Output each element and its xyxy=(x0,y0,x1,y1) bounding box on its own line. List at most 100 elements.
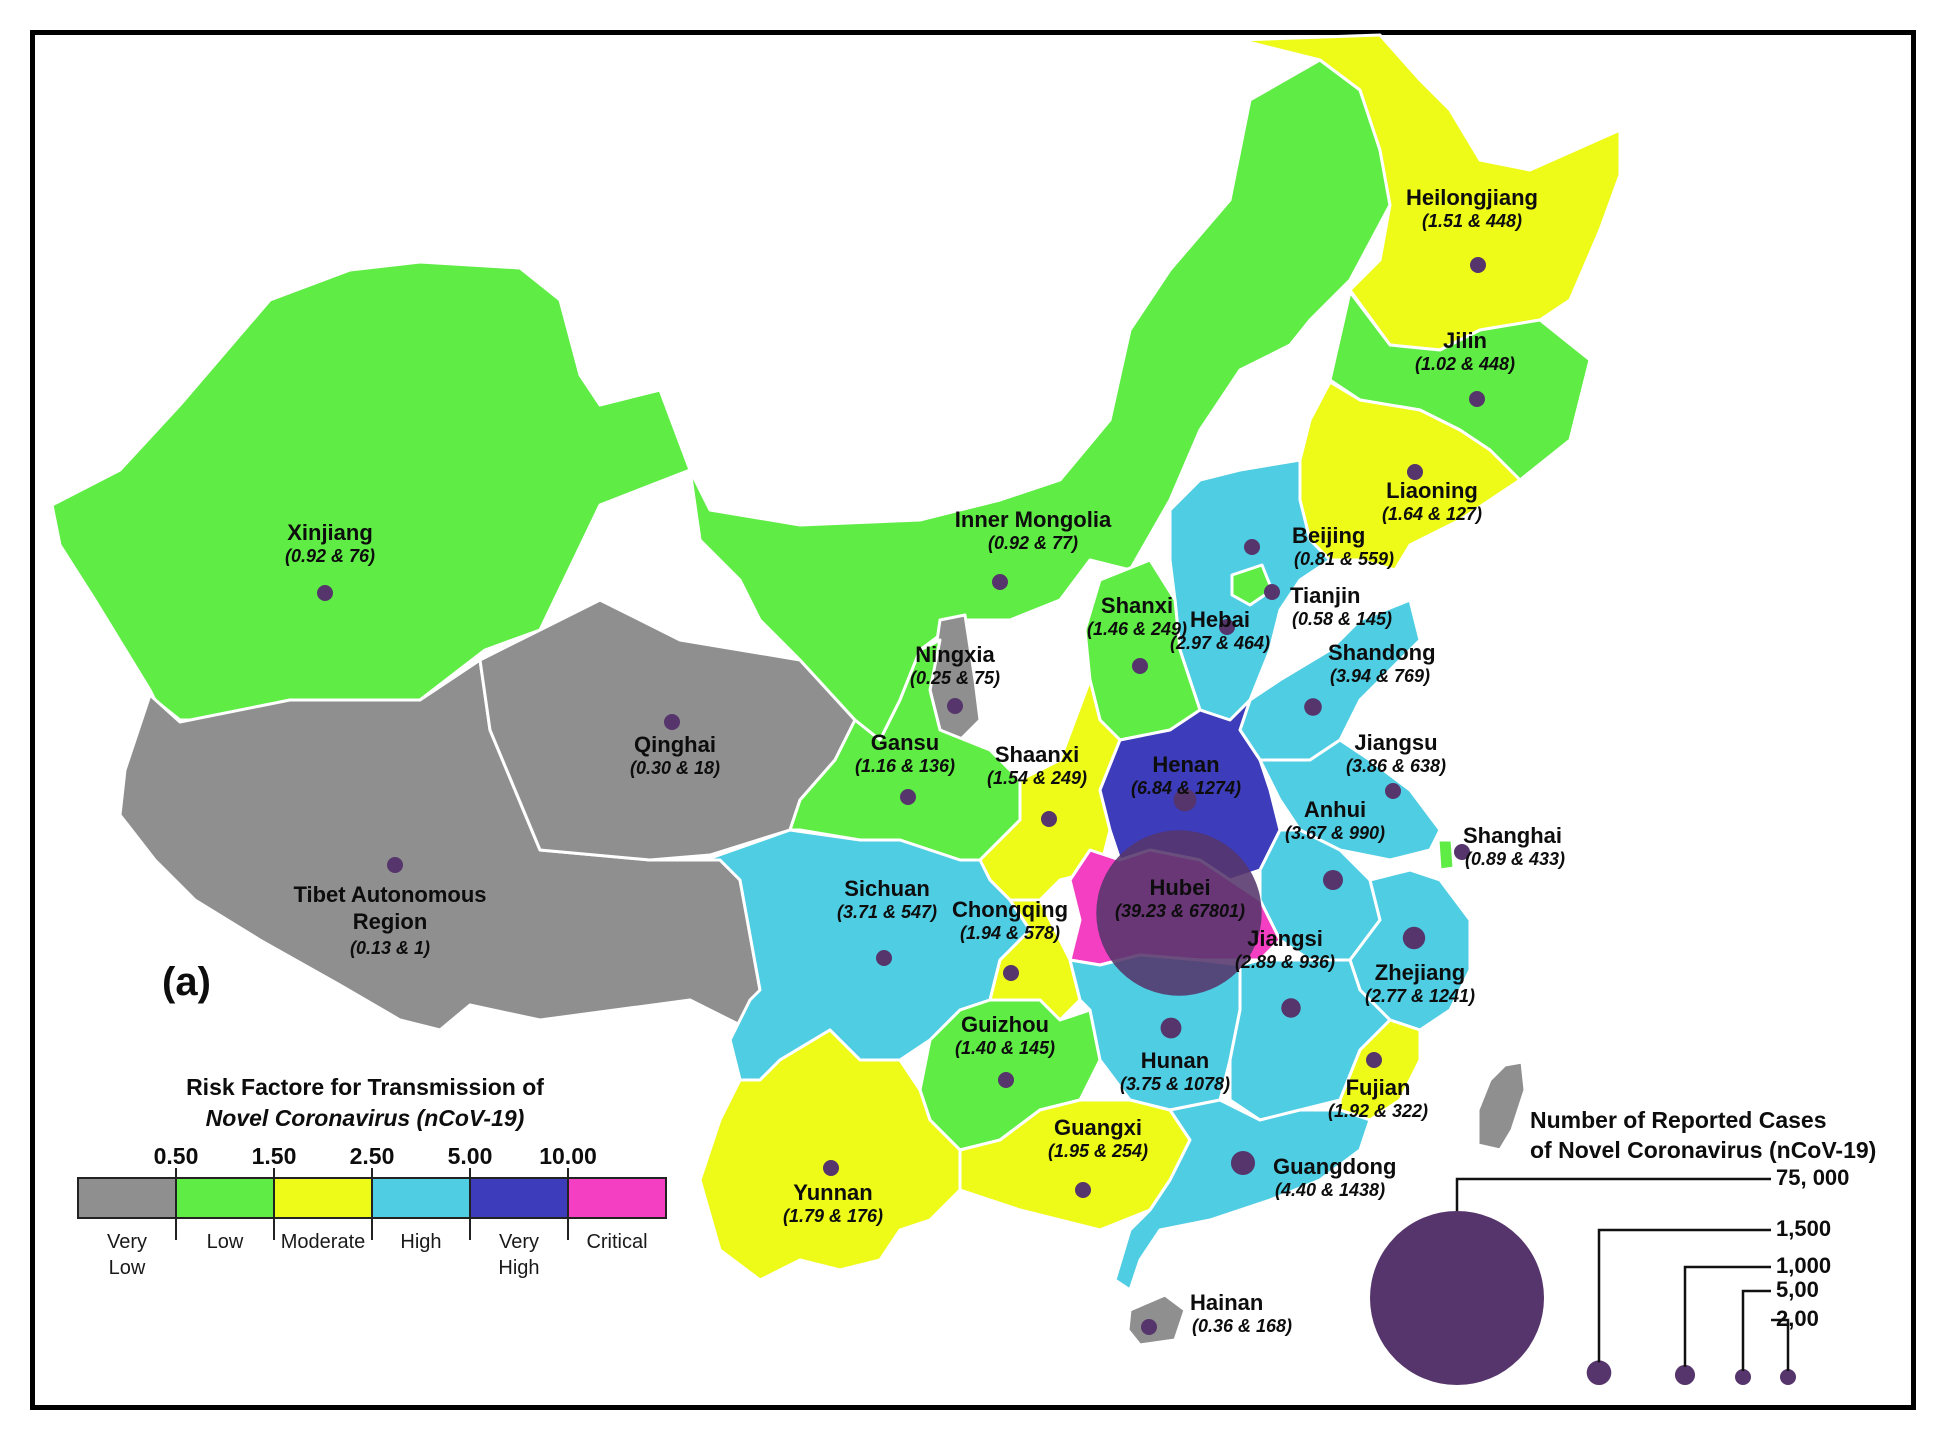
values-jiangsi: (2.89 & 936) xyxy=(1235,952,1335,972)
bubble-zhejiang xyxy=(1402,926,1426,950)
label-liaoning: Liaoning xyxy=(1386,478,1478,503)
values-heilongjiang: (1.51 & 448) xyxy=(1422,211,1522,231)
bubble-shandong xyxy=(1304,698,1322,716)
bubble-anhui xyxy=(1323,870,1343,890)
bubble-hebai xyxy=(1219,619,1235,635)
region-taiwan xyxy=(1476,1060,1527,1152)
bubble-sichuan xyxy=(876,950,892,966)
values-shaanxi: (1.54 & 249) xyxy=(987,768,1087,788)
values-tibet-autonomous: (0.13 & 1) xyxy=(350,938,430,958)
label-ningxia: Ningxia xyxy=(915,642,995,667)
values-yunnan: (1.79 & 176) xyxy=(783,1206,883,1226)
label-shaanxi: Shaanxi xyxy=(995,742,1079,767)
values-shandong: (3.94 & 769) xyxy=(1330,666,1430,686)
bubble-shanxi xyxy=(1132,658,1148,674)
risk-swatch-critical xyxy=(567,1177,667,1219)
size-legend-leader-3 xyxy=(1741,1289,1771,1371)
label-tianjin: Tianjin xyxy=(1290,583,1361,608)
label-guangdong: Guangdong xyxy=(1273,1154,1396,1179)
province-regions xyxy=(50,33,1622,1347)
risk-factor-legend: Risk Factore for Transmission of Novel C… xyxy=(77,1074,667,1279)
risk-category-critical: Critical xyxy=(586,1231,647,1253)
label-tibet-autonomous: Tibet Autonomous xyxy=(293,882,486,907)
bubble-ningxia xyxy=(947,698,963,714)
label-shanghai: Shanghai xyxy=(1463,823,1562,848)
risk-tick-4: 10.00 xyxy=(539,1143,597,1169)
values-hebai: (2.97 & 464) xyxy=(1170,633,1270,653)
values-guangdong: (4.40 & 1438) xyxy=(1275,1180,1385,1200)
risk-tick-3: 5.00 xyxy=(448,1143,493,1169)
values-chongqing: (1.94 & 578) xyxy=(960,923,1060,943)
label-yunnan: Yunnan xyxy=(793,1180,872,1205)
region-guangdong xyxy=(1113,1098,1372,1292)
label-zhejiang: Zhejiang xyxy=(1375,960,1465,985)
risk-swatch-high xyxy=(371,1177,471,1219)
region-yunnan xyxy=(698,1028,962,1282)
bubble-tibet-autonomous xyxy=(387,857,403,873)
bubble-jilin xyxy=(1469,391,1485,407)
bubble-shaanxi xyxy=(1041,811,1057,827)
values-inner-mongolia: (0.92 & 77) xyxy=(988,533,1078,553)
bubble-gansu xyxy=(900,789,916,805)
label-fujian: Fujian xyxy=(1346,1075,1411,1100)
label-beijing: Beijing xyxy=(1292,523,1365,548)
size-legend-leader-1 xyxy=(1597,1228,1771,1363)
label-shandong: Shandong xyxy=(1328,640,1436,665)
values-guangxi: (1.95 & 254) xyxy=(1048,1141,1148,1161)
bubble-hubei xyxy=(1096,830,1262,996)
values-guizhou: (1.40 & 145) xyxy=(955,1038,1055,1058)
size-legend-bubble-3 xyxy=(1735,1369,1751,1385)
risk-swatch-very_low xyxy=(77,1177,177,1219)
risk-tick-0: 0.50 xyxy=(154,1143,199,1169)
risk-legend-title-line1: Risk Factore for Transmission of xyxy=(186,1074,544,1100)
label-jiangsi: Jiangsi xyxy=(1247,926,1323,951)
values-shanxi: (1.46 & 249) xyxy=(1087,619,1187,639)
risk-tick-1: 1.50 xyxy=(252,1143,297,1169)
risk-swatch-low xyxy=(175,1177,275,1219)
label-guizhou: Guizhou xyxy=(961,1012,1049,1037)
bubble-chongqing xyxy=(1003,965,1019,981)
size-legend-label-4: 2,00 xyxy=(1776,1306,1819,1331)
values-liaoning: (1.64 & 127) xyxy=(1382,504,1482,524)
values-anhui: (3.67 & 990) xyxy=(1285,823,1385,843)
case-size-legend: Number of Reported Cases of Novel Corona… xyxy=(1370,1107,1876,1385)
label-shanxi: Shanxi xyxy=(1101,593,1173,618)
values-jiangsu: (3.86 & 638) xyxy=(1346,756,1446,776)
risk-category-very_high: Very xyxy=(499,1231,539,1253)
bubble-henan xyxy=(1173,788,1197,812)
risk-tick-2: 2.50 xyxy=(350,1143,395,1169)
region-hainan xyxy=(1126,1293,1187,1347)
values-shanghai: (0.89 & 433) xyxy=(1465,849,1565,869)
region-inner-mongolia xyxy=(688,58,1392,742)
values-jilin: (1.02 & 448) xyxy=(1415,354,1515,374)
label-sichuan: Sichuan xyxy=(844,876,930,901)
bubble-heilongjiang xyxy=(1470,257,1486,273)
bubble-xinjiang xyxy=(317,585,333,601)
region-jiangsu xyxy=(1258,738,1442,862)
values-hainan: (0.36 & 168) xyxy=(1192,1316,1292,1336)
values-xinjiang: (0.92 & 76) xyxy=(285,546,375,566)
case-bubbles xyxy=(317,257,1486,1335)
label-jilin: Jilin xyxy=(1443,328,1487,353)
risk-category-very_low-line2: Low xyxy=(109,1257,146,1279)
size-legend-bubble-2 xyxy=(1674,1364,1696,1385)
size-legend-leader-0 xyxy=(1455,1177,1771,1211)
bubble-jiangsu xyxy=(1384,782,1402,800)
label-heilongjiang: Heilongjiang xyxy=(1406,185,1538,210)
bubble-hainan xyxy=(1141,1319,1157,1335)
label-hubei: Hubei xyxy=(1149,875,1210,900)
values-zhejiang: (2.77 & 1241) xyxy=(1365,986,1475,1006)
risk-legend-title-line2: Novel Coronavirus (nCoV-19) xyxy=(206,1105,525,1131)
size-legend-leader-2 xyxy=(1683,1265,1771,1367)
values-henan: (6.84 & 1274) xyxy=(1131,778,1241,798)
risk-swatch-very_high xyxy=(469,1177,569,1219)
label-inner-mongolia: Inner Mongolia xyxy=(955,507,1112,532)
label-qinghai: Qinghai xyxy=(634,732,716,757)
size-legend-bubble-4 xyxy=(1780,1369,1796,1385)
bubble-jiangsi xyxy=(1281,998,1301,1018)
province-labels: Xinjiang(0.92 & 76) Tibet AutonomousRegio… xyxy=(285,185,1565,1336)
size-legend-bubble-1 xyxy=(1586,1360,1612,1385)
values-hunan: (3.75 & 1078) xyxy=(1120,1074,1230,1094)
label-hainan: Hainan xyxy=(1190,1290,1263,1315)
